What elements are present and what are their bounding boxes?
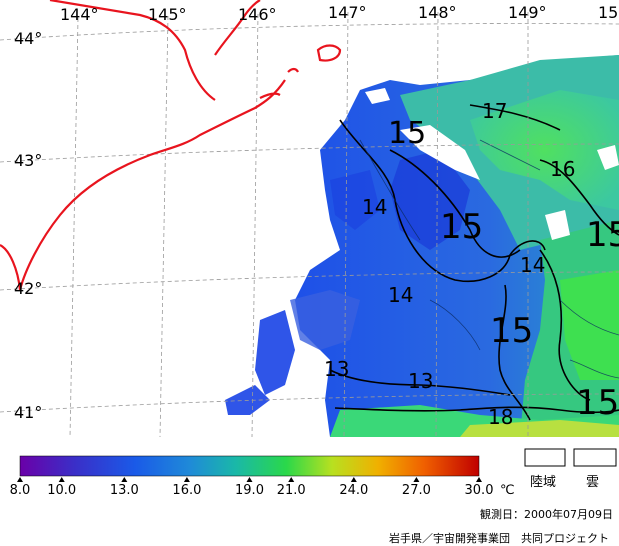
contour-label: 15 [586,215,619,255]
lat-label-43: 43° [14,151,42,170]
colorbar-tick [246,477,253,482]
lon-label-146: 146° [238,5,277,24]
land-label: 陸域 [530,474,556,490]
colorbar-tick [121,477,128,482]
isotherm-contours-thin [359,139,619,379]
lon-label-150: 15 [598,3,618,22]
contour-label: 15 [440,207,483,247]
cloud-swatch [573,448,617,467]
contour-label: 16 [550,157,575,181]
contour-label: 14 [362,195,387,219]
observation-date: 観測日：2000年07月09日 [480,508,613,521]
colorbar-tick-label: 30.0 [465,483,494,498]
land-swatch [524,448,566,467]
colorbar-tick-label: 19.0 [235,483,264,498]
latitude-labels: 44° 43° 42° 41° [14,29,42,422]
lon-label-148: 148° [418,3,457,22]
colorbar-tick [17,477,23,482]
colorbar [19,455,480,477]
colorbar-tick-label: 10.0 [47,483,76,498]
contour-label: 15 [388,116,426,151]
colorbar-tick [476,477,482,482]
contour-label: 15 [576,383,619,423]
lat-label-44: 44° [14,29,42,48]
lon-label-147: 147° [328,3,367,22]
contour-label: 15 [490,311,533,351]
lon-label-144: 144° [60,5,99,24]
colorbar-tick [413,477,420,482]
contour-labels: 17 15 16 14 15 15 14 14 15 13 13 15 18 [324,99,619,429]
isotherm-contours [329,104,619,421]
lat-label-41: 41° [14,403,42,422]
graticule [0,11,619,437]
sst-field [225,55,619,437]
lon-label-145: 145° [148,5,187,24]
unit-label: ℃ [500,483,515,498]
lat-label-42: 42° [14,279,42,298]
colorbar-ticks: 8.0 10.0 13.0 16.0 19.0 21.0 24.0 27.0 30.0 [10,477,494,498]
cloud-areas [365,88,619,240]
colorbar-tick-label: 24.0 [339,483,368,498]
contour-label: 13 [408,369,433,393]
colorbar-tick [350,477,357,482]
colorbar-tick [183,477,190,482]
cloud-label: 雲 [586,475,599,490]
coastline [0,0,342,291]
longitude-labels: 144° 145° 146° 147° 148° 149° 15 [60,3,618,24]
contour-label: 14 [388,283,413,307]
colorbar-tick-label: 27.0 [402,483,431,498]
colorbar-tick [288,477,295,482]
colorbar-tick-label: 16.0 [172,483,201,498]
colorbar-tick-label: 8.0 [10,483,31,498]
sst-map: 144° 145° 146° 147° 148° 149° 15 44° 43°… [0,0,619,437]
contour-label: 14 [520,253,545,277]
colorbar-tick [58,477,65,482]
contour-label: 13 [324,357,349,381]
lon-label-149: 149° [508,3,547,22]
colorbar-tick-label: 13.0 [110,483,139,498]
contour-label: 18 [488,405,513,429]
colorbar-tick-label: 21.0 [277,483,306,498]
credit-line: 岩手県／宇宙開発事業団 共同プロジェクト [389,532,609,545]
temperature-legend: 8.0 10.0 13.0 16.0 19.0 21.0 24.0 27.0 30.0 ℃ 陸域… [10,448,617,498]
contour-label: 17 [482,99,507,123]
